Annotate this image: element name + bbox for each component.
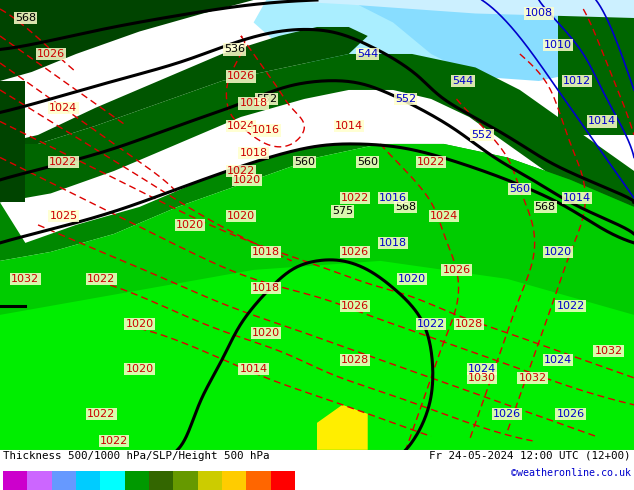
- Text: 1024: 1024: [227, 121, 255, 131]
- Text: 1014: 1014: [563, 193, 591, 203]
- Polygon shape: [0, 261, 634, 450]
- Polygon shape: [0, 0, 254, 81]
- Polygon shape: [0, 144, 634, 450]
- Text: 1032: 1032: [595, 346, 623, 356]
- Text: 1024: 1024: [544, 355, 572, 365]
- Text: 1020: 1020: [252, 328, 280, 338]
- Text: 552: 552: [395, 94, 417, 104]
- Text: 1024: 1024: [468, 364, 496, 374]
- Polygon shape: [266, 0, 634, 18]
- Text: 568: 568: [395, 202, 417, 212]
- Text: 1032: 1032: [11, 274, 39, 284]
- Polygon shape: [349, 0, 634, 81]
- Text: 1032: 1032: [519, 373, 547, 383]
- Bar: [125, 471, 149, 490]
- Text: 536: 536: [224, 45, 245, 54]
- Text: 1022: 1022: [49, 157, 77, 167]
- Text: 1020: 1020: [398, 274, 426, 284]
- Text: 560: 560: [357, 157, 378, 167]
- Text: 1020: 1020: [544, 247, 572, 257]
- Text: 552: 552: [256, 94, 277, 104]
- Text: 1018: 1018: [240, 148, 268, 158]
- Bar: [198, 471, 222, 490]
- Text: 1020: 1020: [126, 364, 153, 374]
- Text: 1020: 1020: [227, 211, 255, 221]
- Text: 1026: 1026: [37, 49, 65, 59]
- Bar: [149, 471, 173, 490]
- Bar: [100, 471, 125, 490]
- Bar: [27, 471, 52, 490]
- Text: 1026: 1026: [493, 409, 521, 419]
- Bar: [76, 471, 100, 490]
- Polygon shape: [558, 0, 634, 135]
- Text: 1010: 1010: [544, 40, 572, 50]
- Text: Fr 24-05-2024 12:00 UTC (12+00): Fr 24-05-2024 12:00 UTC (12+00): [429, 451, 631, 461]
- Text: 544: 544: [452, 76, 474, 86]
- Text: 1018: 1018: [240, 98, 268, 108]
- Text: 568: 568: [534, 202, 556, 212]
- Text: 1016: 1016: [252, 125, 280, 135]
- Text: 1026: 1026: [557, 409, 585, 419]
- Bar: [246, 471, 271, 490]
- Text: 1024: 1024: [49, 103, 77, 113]
- Text: 575: 575: [332, 206, 353, 217]
- Text: 1026: 1026: [227, 72, 255, 81]
- Text: 1014: 1014: [240, 364, 268, 374]
- Text: 1020: 1020: [176, 220, 204, 230]
- Text: 1022: 1022: [87, 409, 115, 419]
- Text: 1014: 1014: [588, 117, 616, 126]
- Text: Thickness 500/1000 hPa/SLP/Height 500 hPa: Thickness 500/1000 hPa/SLP/Height 500 hP…: [3, 451, 269, 461]
- Polygon shape: [0, 54, 634, 225]
- Text: 1025: 1025: [49, 211, 77, 221]
- Text: 1030: 1030: [468, 373, 496, 383]
- Polygon shape: [317, 405, 368, 450]
- Text: 1008: 1008: [525, 8, 553, 19]
- Bar: [222, 471, 246, 490]
- Text: 1022: 1022: [87, 274, 115, 284]
- Text: 1018: 1018: [252, 283, 280, 293]
- Text: 560: 560: [294, 157, 315, 167]
- Text: 1022: 1022: [227, 166, 255, 176]
- Bar: [173, 471, 198, 490]
- Text: 1022: 1022: [417, 157, 445, 167]
- Text: 544: 544: [357, 49, 378, 59]
- Text: 1022: 1022: [341, 193, 369, 203]
- Text: 1022: 1022: [100, 436, 128, 446]
- Text: 1026: 1026: [443, 265, 470, 275]
- Polygon shape: [254, 0, 476, 81]
- Text: 552: 552: [471, 130, 493, 140]
- Text: 1018: 1018: [252, 247, 280, 257]
- Text: 1018: 1018: [379, 238, 407, 248]
- Text: ©weatheronline.co.uk: ©weatheronline.co.uk: [511, 468, 631, 478]
- Polygon shape: [0, 81, 25, 202]
- Text: 1024: 1024: [430, 211, 458, 221]
- Text: 1016: 1016: [379, 193, 407, 203]
- Text: 1022: 1022: [557, 301, 585, 311]
- Text: 560: 560: [509, 184, 531, 194]
- Text: 1020: 1020: [126, 319, 153, 329]
- Bar: [52, 471, 76, 490]
- Text: 1028: 1028: [455, 319, 483, 329]
- Text: 1026: 1026: [341, 247, 369, 257]
- Bar: [271, 471, 295, 490]
- Text: 1026: 1026: [341, 301, 369, 311]
- Text: 1020: 1020: [233, 175, 261, 185]
- Text: 1014: 1014: [335, 121, 363, 131]
- Polygon shape: [0, 144, 634, 261]
- Text: 1022: 1022: [417, 319, 445, 329]
- Bar: [3, 471, 27, 490]
- Text: 568: 568: [15, 13, 36, 23]
- Text: 1012: 1012: [563, 76, 591, 86]
- Polygon shape: [0, 27, 368, 153]
- Text: 1028: 1028: [341, 355, 369, 365]
